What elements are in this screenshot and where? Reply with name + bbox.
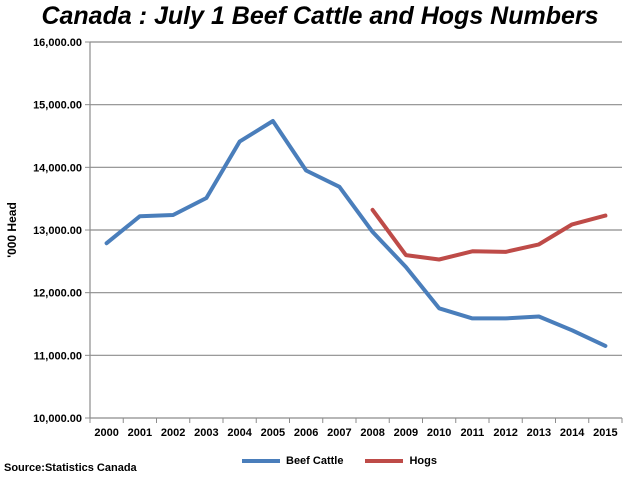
y-tick-label: 11,000.00 [34,350,82,362]
y-axis-title: '000 Head [5,202,19,258]
x-tick-label: 2014 [560,427,585,439]
x-tick-label: 2010 [427,427,451,439]
x-tick-label: 2008 [360,427,384,439]
x-tick-label: 2011 [460,427,484,439]
series-lines [104,119,608,348]
x-tick-label: 2002 [161,427,185,439]
source-note: Source:Statistics Canada [4,462,137,474]
y-tick-label: 16,000.00 [33,37,82,49]
gridlines [85,41,622,419]
legend-label-hogs: Hogs [409,455,437,467]
x-tick-label: 2003 [194,427,218,439]
y-tick-labels: 10,000.00 11,000.00 12,000.00 13,000.00 14,0… [33,37,82,425]
x-tick-label: 2001 [128,427,152,439]
x-tick-labels: 2000 2001 2002 2003 2004 2005 2006 2007 2008 2009… [89,418,623,439]
chart-title: Canada : July 1 Beef Cattle and Hogs Num… [41,2,599,30]
x-tick-label: 2000 [94,427,118,439]
legend-item-hogs: Hogs [365,455,437,467]
x-tick-label: 2009 [394,427,418,439]
x-tick-label: 2006 [294,427,318,439]
series-line-hogs [370,207,608,262]
y-tick-label: 10,000.00 [33,413,82,425]
x-tick-label: 2007 [327,427,351,439]
y-tick-label: 13,000.00 [33,225,82,237]
legend: Beef Cattle Hogs [242,455,459,467]
legend-swatch-hogs [365,459,404,463]
x-tick-label: 2015 [593,427,617,439]
y-tick-label: 15,000.00 [33,100,82,112]
legend-swatch-beef-cattle [242,459,280,463]
x-tick-label: 2013 [527,427,551,439]
series-line-beef-cattle [104,119,608,348]
legend-item-beef-cattle: Beef Cattle [242,455,343,467]
x-tick-label: 2004 [227,427,252,439]
legend-label-beef-cattle: Beef Cattle [286,455,344,467]
y-tick-label: 12,000.00 [33,288,82,300]
x-tick-label: 2005 [261,427,285,439]
y-tick-label: 14,000.00 [33,162,82,174]
x-tick-label: 2012 [493,427,517,439]
